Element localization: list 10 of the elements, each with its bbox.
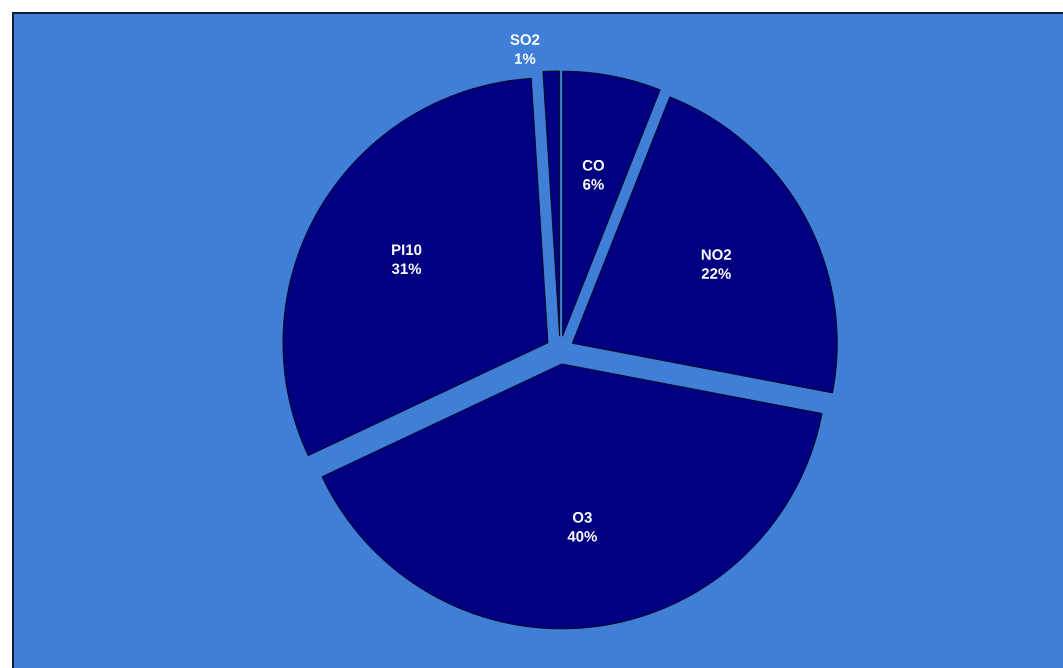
- data-label: 40%: [567, 531, 597, 542]
- data-label: 1%: [515, 53, 536, 64]
- slice-label: O3: [572, 512, 592, 523]
- slice-label: PI10: [392, 244, 422, 256]
- slice-label: NO2: [701, 249, 732, 260]
- slice-label: SO2: [510, 34, 540, 45]
- data-label: 22%: [701, 268, 731, 279]
- data-label: 31%: [391, 263, 422, 275]
- slice-label: CO: [582, 160, 605, 171]
- data-label: 6%: [583, 179, 604, 190]
